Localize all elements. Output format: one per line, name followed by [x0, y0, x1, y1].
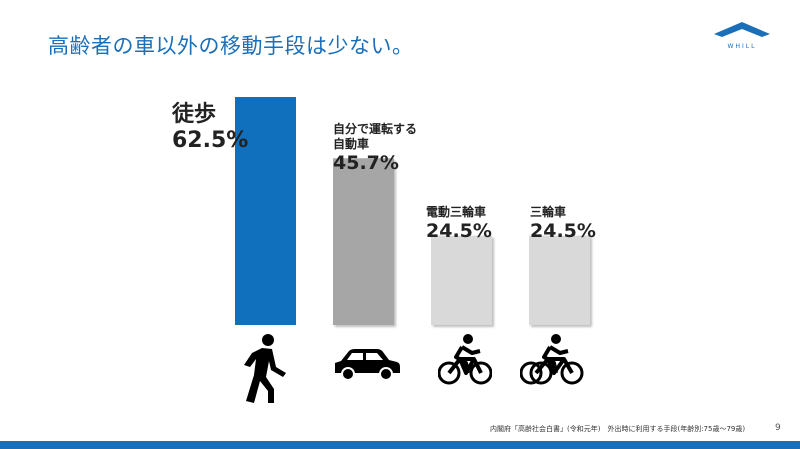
label-electric-tricycle: 電動三輪車	[426, 205, 487, 219]
page-number: 9	[775, 423, 781, 433]
label-car-line1: 自分で運転する	[333, 122, 418, 136]
whill-logo: WHILL	[714, 22, 770, 50]
value-electric-tricycle: 24.5%	[426, 220, 492, 242]
value-tricycle: 24.5%	[530, 220, 596, 242]
label-car-line2: 自動車	[333, 137, 370, 151]
tricycle-icon	[520, 334, 584, 385]
label-walk: 徒歩	[172, 102, 217, 127]
label-car: 自分で運転する 自動車	[333, 122, 417, 152]
slide-title: 高齢者の車以外の移動手段は少ない。	[48, 34, 414, 58]
bar-1	[235, 97, 296, 325]
bar-3	[431, 235, 492, 325]
label-tricycle: 三輪車	[530, 205, 567, 219]
car-icon	[335, 349, 400, 381]
value-car: 45.7%	[333, 152, 399, 174]
bicycle-icon	[438, 334, 492, 385]
bar-2	[333, 158, 394, 325]
bar-4	[529, 235, 590, 325]
value-walk: 62.5%	[172, 128, 249, 153]
source-note: 内閣府「高齢社会白書」(令和元年) 外出時に利用する手段(年齢別:75歳～79歳…	[490, 425, 746, 433]
walking-person-icon	[244, 334, 286, 403]
bottom-band	[0, 441, 800, 449]
svg-text:WHILL: WHILL	[728, 43, 757, 50]
